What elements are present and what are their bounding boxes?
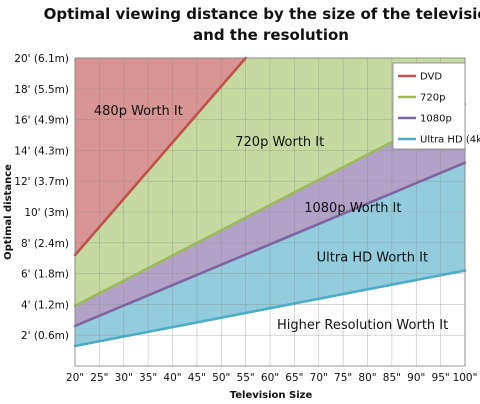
x-tick-label: 25" <box>90 372 108 384</box>
region-labels-layer: 480p Worth It 720p Worth It 1080p Worth It… <box>94 104 448 333</box>
series-line-dvd <box>73 56 247 257</box>
y-axis-title: Optimal distance <box>3 164 14 260</box>
legend-layer: DVD 720p 1080p Ultra HD (4k) <box>392 62 480 150</box>
legend-label: 1080p <box>420 114 452 125</box>
x-tick-label: 35" <box>139 372 157 384</box>
series-line-1080p <box>73 161 467 328</box>
x-tick-label: 45" <box>188 372 206 384</box>
x-tick-label: 100" <box>453 372 478 384</box>
grid-layer <box>74 57 466 366</box>
y-tick-label: 6' (1.8m) <box>21 269 69 281</box>
y-tick-label: 12' (3.7m) <box>14 176 69 188</box>
y-tick-label: 14' (4.3m) <box>14 145 69 157</box>
series-line-ultra-hd-4k <box>73 269 467 348</box>
legend-label: Ultra HD (4k) <box>420 135 480 146</box>
y-tick-label: 4' (1.2m) <box>21 299 69 311</box>
x-tick-label: 70" <box>310 372 328 384</box>
y-tick-label: 8' (2.4m) <box>21 238 69 250</box>
x-tick-label: 50" <box>212 372 230 384</box>
y-tick-label: 10' (3m) <box>24 207 69 219</box>
y-tick-label: 18' (5.5m) <box>14 84 69 96</box>
x-tick-label: 30" <box>115 372 133 384</box>
region-label: 1080p Worth It <box>304 201 401 216</box>
x-tick-label: 85" <box>383 372 401 384</box>
legend-box <box>392 62 466 150</box>
region-label: Ultra HD Worth It <box>317 250 428 265</box>
x-tick-label: 90" <box>407 372 425 384</box>
region-label: 480p Worth It <box>94 104 183 119</box>
x-tick-label: 20" <box>66 372 84 384</box>
y-tick-label: 16' (4.9m) <box>14 115 69 127</box>
y-tick-label: 2' (0.6m) <box>21 330 69 342</box>
chart-title-line-1: Optimal viewing distance by the size of … <box>44 5 480 23</box>
x-tick-label: 80" <box>358 372 376 384</box>
x-tick-label: 65" <box>285 372 303 384</box>
x-tick-label: 75" <box>334 372 352 384</box>
legend-label: DVD <box>420 72 442 83</box>
x-tick-label: 55" <box>237 372 255 384</box>
x-tick-label: 60" <box>261 372 279 384</box>
axes-layer: 20" 25" 30" 35" 40" 45" 50" 55" 60" 65" 70" 75" 80" 8… <box>14 53 477 384</box>
x-tick-label: 95" <box>432 372 450 384</box>
x-axis-title: Television Size <box>230 390 313 401</box>
x-tick-label: 40" <box>163 372 181 384</box>
y-tick-label: 20' (6.1m) <box>14 53 69 65</box>
region-label: 720p Worth It <box>235 135 324 150</box>
plot-frame <box>74 57 466 367</box>
chart-title-line-2: and the resolution <box>193 26 349 44</box>
region-label: Higher Resolution Worth It <box>277 318 448 333</box>
legend-label: 720p <box>420 93 445 104</box>
